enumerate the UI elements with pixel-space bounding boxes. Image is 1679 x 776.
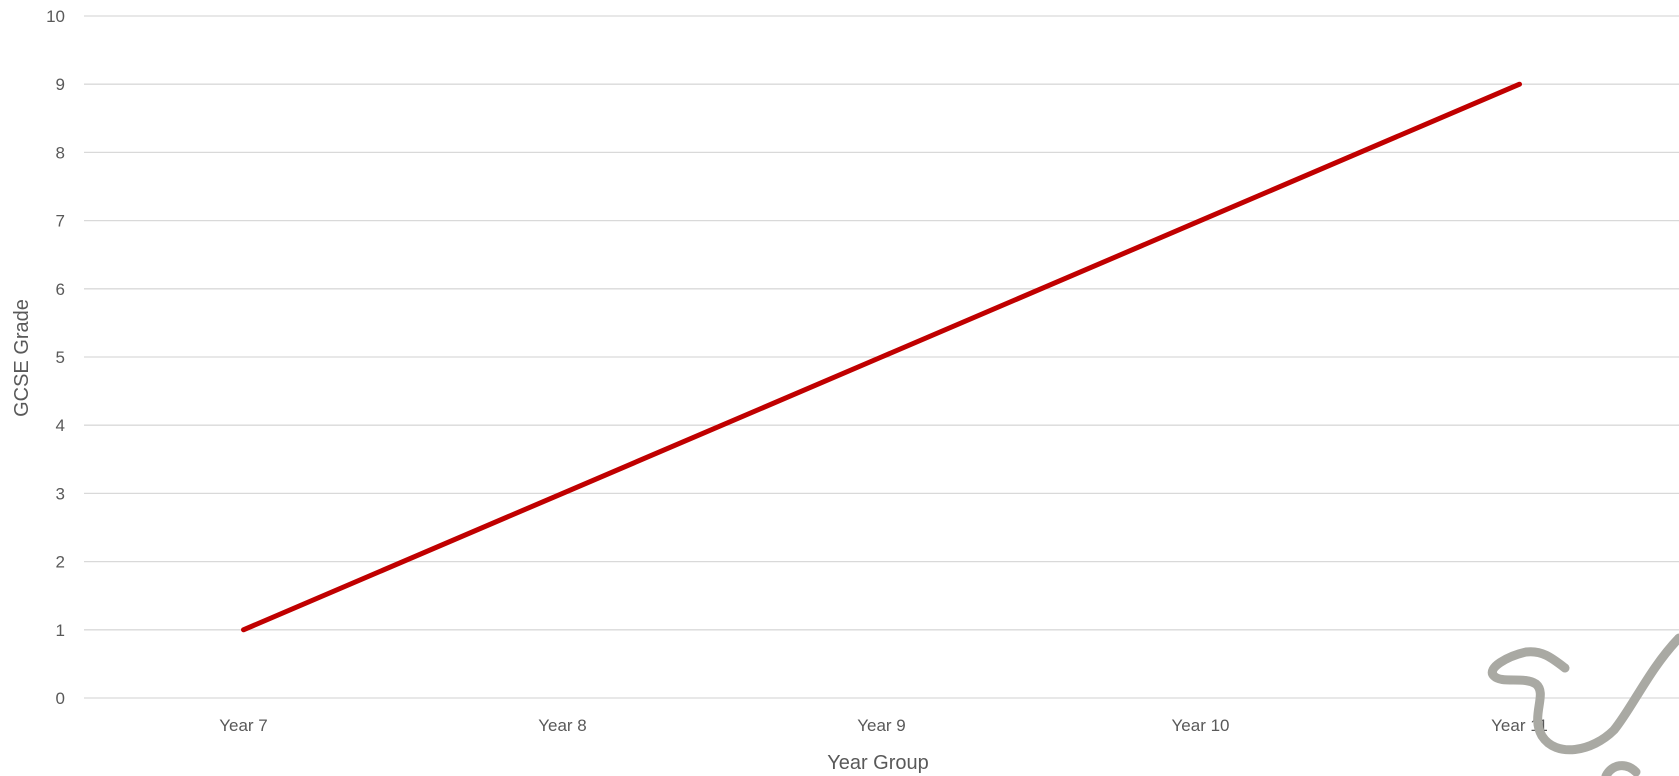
x-tick-label: Year 8 (538, 716, 587, 735)
y-tick-label: 5 (56, 348, 65, 367)
x-axis-ticks: Year 7 Year 8 Year 9 Year 10 Year 11 (219, 716, 1548, 735)
series-layer (241, 81, 1522, 633)
y-axis-ticks: 0 1 2 3 4 5 6 7 8 9 10 (46, 7, 65, 708)
y-tick-label: 2 (56, 553, 65, 572)
y-tick-label: 9 (56, 75, 65, 94)
squiggle-stroke-lower (1601, 761, 1641, 776)
y-axis-title: GCSE Grade (11, 299, 33, 417)
y-tick-label: 10 (46, 7, 65, 26)
x-axis-title: Year Group (827, 752, 929, 774)
pencil-squiggle-icon (1487, 633, 1679, 776)
y-tick-label: 8 (56, 143, 65, 162)
x-tick-label: Year 7 (219, 716, 268, 735)
y-tick-label: 4 (56, 416, 65, 435)
x-tick-label: Year 10 (1172, 716, 1230, 735)
y-tick-label: 0 (56, 689, 65, 708)
x-tick-label: Year 9 (857, 716, 906, 735)
series-line-0 (241, 81, 1522, 633)
y-tick-label: 3 (56, 484, 65, 503)
squiggle-stroke-upper (1487, 633, 1679, 755)
y-tick-label: 1 (56, 621, 65, 640)
y-tick-label: 7 (56, 212, 65, 231)
y-tick-label: 6 (56, 280, 65, 299)
